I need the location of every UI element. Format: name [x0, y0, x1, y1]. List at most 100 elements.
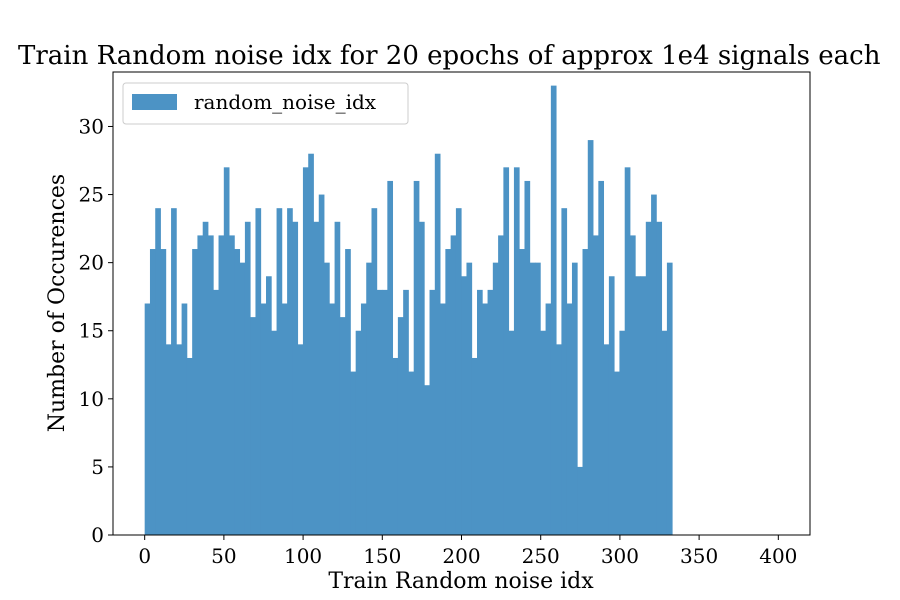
histogram-bar	[350, 371, 357, 535]
histogram-bar	[587, 140, 594, 535]
histogram-bar	[408, 371, 415, 535]
histogram-bar	[339, 317, 346, 535]
histogram-bar	[598, 180, 605, 535]
histogram-bar	[266, 276, 272, 535]
histogram-bar	[566, 303, 573, 535]
x-tick-label: 400	[759, 544, 797, 568]
histogram-bar	[603, 344, 610, 535]
histogram-bar	[487, 289, 494, 535]
histogram-bar	[202, 221, 209, 536]
histogram-bar	[144, 303, 151, 535]
y-tick-label: 25	[79, 183, 104, 207]
histogram-bar	[550, 85, 557, 536]
histogram-bar	[582, 249, 589, 535]
histogram-bar	[577, 466, 583, 535]
histogram-bar	[619, 330, 626, 535]
histogram-bar	[418, 221, 425, 536]
histogram-bar	[545, 303, 552, 535]
legend-box	[122, 82, 409, 125]
x-tick-label: 50	[211, 544, 236, 568]
legend-swatch	[132, 94, 177, 110]
x-tick-label: 200	[442, 544, 480, 568]
histogram-bar	[503, 167, 510, 535]
histogram-bar	[207, 235, 214, 535]
histogram-bar	[614, 371, 620, 535]
histogram-bar	[492, 262, 499, 535]
y-tick-label: 15	[79, 319, 104, 343]
histogram-bar	[181, 303, 188, 535]
histogram-bar	[213, 289, 219, 535]
histogram-bar	[556, 344, 562, 535]
histogram-bar	[318, 194, 325, 535]
histogram-bar	[387, 180, 394, 535]
histogram-bar	[297, 344, 304, 535]
histogram-bar	[656, 221, 663, 536]
histogram-bar	[455, 208, 462, 535]
histogram-bar	[229, 235, 235, 535]
histogram-bar	[608, 276, 615, 535]
histogram-bar	[482, 303, 488, 535]
histogram-bar	[334, 221, 341, 536]
histogram-bar	[424, 385, 430, 535]
histogram-bar	[250, 317, 256, 535]
y-axis-ticks: 0 5 10 15 20 25 30	[79, 114, 113, 547]
x-tick-label: 0	[138, 544, 151, 568]
histogram-bar	[324, 262, 330, 535]
x-tick-label: 150	[363, 544, 401, 568]
histogram-bar	[382, 289, 388, 535]
histogram-bar	[471, 357, 478, 535]
histogram-bar	[513, 167, 520, 535]
histogram-bar	[624, 167, 631, 535]
histogram-bar	[535, 262, 541, 535]
y-tick-label: 20	[79, 251, 104, 275]
histogram-bar	[276, 208, 283, 535]
histogram-bar	[287, 208, 293, 535]
histogram-bar	[223, 167, 230, 535]
histogram-bar	[392, 357, 399, 535]
histogram-bar	[329, 303, 335, 535]
histogram-bar	[466, 262, 473, 535]
histogram-bar	[160, 249, 167, 535]
histogram-bar	[445, 249, 452, 535]
histogram-bar	[429, 289, 436, 535]
x-tick-label: 350	[680, 544, 718, 568]
x-axis-ticks: 0 50 100 150 200 250 300 350 400	[138, 535, 797, 568]
histogram-bar	[186, 357, 193, 535]
histogram-bar	[571, 262, 578, 535]
histogram-bar	[171, 208, 177, 535]
histogram-bar	[255, 208, 262, 535]
histogram-bar	[371, 208, 378, 535]
histogram-bar	[302, 167, 309, 535]
histogram-bar	[519, 249, 525, 535]
histogram-bar	[292, 221, 299, 536]
histogram-bar	[645, 221, 652, 536]
bars-group	[144, 85, 673, 536]
legend-label: random_noise_idx	[194, 90, 377, 114]
histogram-bar	[360, 303, 367, 535]
legend: random_noise_idx	[122, 82, 409, 125]
histogram-bar	[440, 303, 446, 535]
histogram-bar	[149, 249, 156, 535]
histogram-bar	[165, 344, 172, 535]
chart-title: Train Random noise idx for 20 epochs of …	[18, 41, 881, 71]
histogram-bar	[403, 289, 409, 535]
histogram-bar	[260, 303, 267, 535]
histogram-bar	[155, 208, 161, 535]
histogram-bar	[651, 194, 657, 535]
histogram-bar	[197, 235, 204, 535]
histogram-bar	[666, 262, 673, 535]
histogram-bar	[629, 235, 636, 535]
histogram-bar	[271, 330, 277, 535]
histogram-bar	[376, 289, 383, 535]
x-tick-label: 100	[284, 544, 322, 568]
histogram-bar	[366, 262, 372, 535]
histogram-bar	[461, 276, 467, 535]
histogram-bar	[397, 317, 404, 535]
histogram-bar	[218, 235, 225, 535]
x-tick-label: 300	[601, 544, 639, 568]
histogram-bar	[498, 235, 504, 535]
histogram-bar	[561, 208, 568, 535]
histogram-bar	[593, 235, 599, 535]
histogram-bar	[192, 249, 198, 535]
